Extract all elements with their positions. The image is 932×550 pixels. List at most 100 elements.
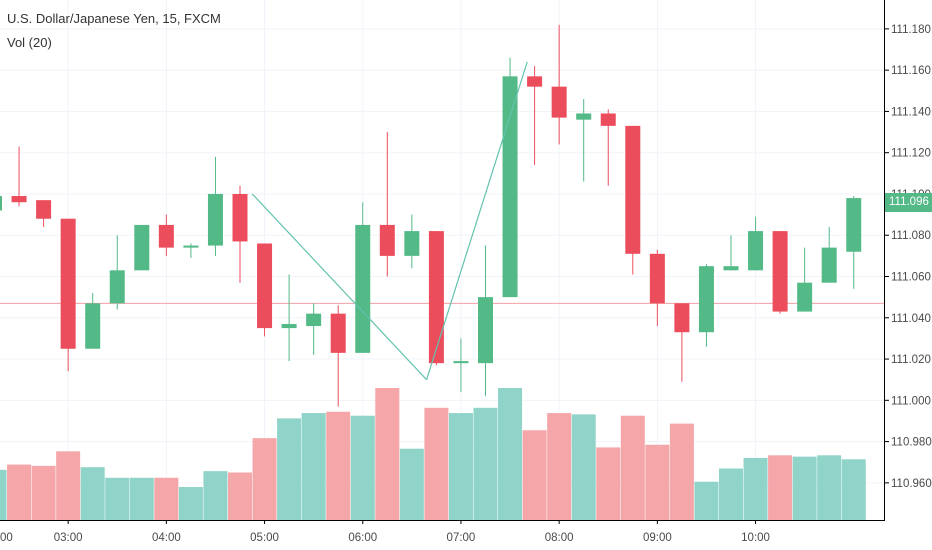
volume-bar bbox=[694, 481, 719, 520]
candle-body bbox=[698, 266, 714, 333]
volume-bar bbox=[154, 477, 179, 520]
candle-body bbox=[748, 231, 764, 271]
volume-bar bbox=[0, 469, 7, 520]
volume-bar bbox=[129, 477, 154, 520]
candle-body bbox=[723, 266, 739, 271]
candle-up bbox=[502, 57, 518, 298]
candle-down bbox=[772, 231, 788, 314]
volume-bar bbox=[719, 468, 743, 520]
price-tick-label: 111.040 bbox=[891, 313, 931, 325]
candle-body bbox=[379, 224, 395, 256]
trend-line bbox=[426, 61, 528, 380]
candle-body bbox=[846, 198, 862, 252]
volume-bar bbox=[645, 444, 670, 520]
candle-up bbox=[207, 156, 223, 256]
candle-up bbox=[797, 247, 813, 312]
volume-bar bbox=[178, 487, 203, 520]
volume-bar bbox=[768, 455, 793, 520]
volume-bar bbox=[252, 438, 277, 520]
candle-up bbox=[748, 216, 764, 271]
candle-up bbox=[134, 224, 150, 271]
trend-line bbox=[251, 193, 428, 381]
candle-body bbox=[576, 113, 592, 120]
volume-bar bbox=[424, 407, 449, 520]
candle-down bbox=[649, 249, 665, 327]
price-tick-label: 111.000 bbox=[891, 395, 931, 407]
candle-body bbox=[158, 224, 174, 248]
candle-body bbox=[478, 297, 493, 364]
time-axis[interactable]: 03:00 04:00 05:00 06:00 07:00 08:00 09:00 10:00… bbox=[0, 520, 770, 544]
time-tick-label: 07:00 bbox=[447, 532, 476, 544]
candle-body bbox=[674, 303, 690, 333]
volume-bar bbox=[56, 451, 81, 520]
volume-bar bbox=[228, 472, 252, 520]
candle-down bbox=[232, 185, 248, 283]
volume-bar bbox=[375, 388, 400, 520]
volume-bar bbox=[448, 413, 473, 520]
candle-body bbox=[306, 313, 322, 327]
price-tick-label: 111.080 bbox=[891, 230, 931, 242]
volume-bar bbox=[80, 467, 105, 520]
volume-bar bbox=[7, 464, 32, 520]
volume-bar bbox=[669, 423, 694, 520]
candle-body bbox=[0, 196, 2, 211]
volume-bar bbox=[743, 457, 768, 520]
time-tick-label: 04:00 bbox=[152, 532, 181, 544]
volume-bar bbox=[498, 388, 523, 520]
volume-bar bbox=[817, 455, 842, 520]
time-tick-label: 08:00 bbox=[545, 532, 574, 544]
candle-down bbox=[158, 214, 174, 256]
time-tick-label: 00 bbox=[0, 532, 13, 544]
candle-up bbox=[404, 214, 420, 269]
time-tick-label: 05:00 bbox=[250, 532, 279, 544]
price-tick-label: 111.020 bbox=[891, 354, 931, 366]
price-tick-label: 111.180 bbox=[891, 24, 931, 36]
trend-line-drawings[interactable] bbox=[251, 61, 528, 381]
candle-body bbox=[36, 200, 52, 219]
candle-body bbox=[355, 224, 371, 353]
volume-bar bbox=[277, 418, 302, 520]
candle-down bbox=[60, 218, 76, 372]
candle-body bbox=[109, 270, 125, 304]
candle-up bbox=[821, 226, 837, 283]
candle-down bbox=[527, 66, 543, 166]
price-tick-label: 111.140 bbox=[891, 106, 931, 118]
price-tick-label: 111.060 bbox=[891, 272, 931, 284]
candle-up bbox=[698, 264, 714, 347]
volume-bar bbox=[203, 471, 228, 520]
candle-body bbox=[772, 231, 788, 312]
candle-body bbox=[11, 196, 27, 203]
candle-down bbox=[551, 24, 567, 145]
volume-bar bbox=[301, 413, 326, 520]
candle-body bbox=[551, 86, 567, 118]
candle-down bbox=[674, 303, 690, 382]
candle-body bbox=[625, 125, 641, 254]
candle-up bbox=[183, 243, 199, 258]
candle-body bbox=[183, 245, 199, 248]
candle-body bbox=[404, 231, 420, 256]
candle-up bbox=[355, 202, 371, 353]
time-tick-label: 03:00 bbox=[54, 532, 83, 544]
candle-body bbox=[797, 282, 813, 312]
candle-down bbox=[257, 243, 273, 337]
candle-up bbox=[109, 235, 125, 310]
volume-bar bbox=[326, 411, 351, 520]
candle-body bbox=[649, 253, 665, 304]
candle-up bbox=[453, 338, 469, 393]
candle-down bbox=[625, 125, 641, 275]
time-tick-label: 10:00 bbox=[741, 532, 770, 544]
volume-indicator-label: Vol (20) bbox=[7, 35, 52, 50]
candle-body bbox=[453, 361, 469, 364]
price-tick-label: 111.120 bbox=[891, 148, 931, 160]
candle-body bbox=[600, 113, 616, 126]
volume-bar bbox=[596, 447, 621, 520]
candle-down bbox=[36, 200, 52, 227]
volume-bar bbox=[792, 456, 817, 520]
time-tick-label: 06:00 bbox=[348, 532, 377, 544]
time-tick-label: 09:00 bbox=[643, 532, 672, 544]
volume-bar bbox=[31, 465, 56, 520]
candle-down bbox=[11, 146, 27, 207]
last-price-tag: 111.096 bbox=[885, 192, 932, 212]
price-tick-label: 110.960 bbox=[891, 478, 932, 490]
